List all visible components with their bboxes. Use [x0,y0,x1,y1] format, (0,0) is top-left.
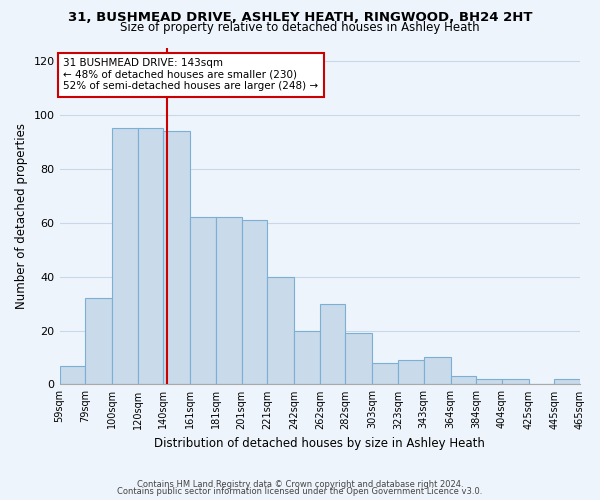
Bar [502,379,529,384]
Bar [267,276,294,384]
Bar [138,128,163,384]
X-axis label: Distribution of detached houses by size in Ashley Heath: Distribution of detached houses by size … [154,437,485,450]
Bar [476,379,502,384]
Bar [398,360,424,384]
Bar [373,363,398,384]
Bar [320,304,346,384]
Bar [163,131,190,384]
Bar [346,333,373,384]
Bar [242,220,267,384]
Bar [59,366,85,384]
Bar [424,358,451,384]
Bar [216,218,242,384]
Text: 31, BUSHMEAD DRIVE, ASHLEY HEATH, RINGWOOD, BH24 2HT: 31, BUSHMEAD DRIVE, ASHLEY HEATH, RINGWO… [68,11,532,24]
Bar [85,298,112,384]
Y-axis label: Number of detached properties: Number of detached properties [15,123,28,309]
Bar [190,218,216,384]
Bar [294,330,320,384]
Text: 31 BUSHMEAD DRIVE: 143sqm
← 48% of detached houses are smaller (230)
52% of semi: 31 BUSHMEAD DRIVE: 143sqm ← 48% of detac… [64,58,319,92]
Text: Size of property relative to detached houses in Ashley Heath: Size of property relative to detached ho… [120,22,480,35]
Text: Contains HM Land Registry data © Crown copyright and database right 2024.: Contains HM Land Registry data © Crown c… [137,480,463,489]
Bar [451,376,476,384]
Bar [554,379,580,384]
Bar [112,128,138,384]
Text: Contains public sector information licensed under the Open Government Licence v3: Contains public sector information licen… [118,488,482,496]
